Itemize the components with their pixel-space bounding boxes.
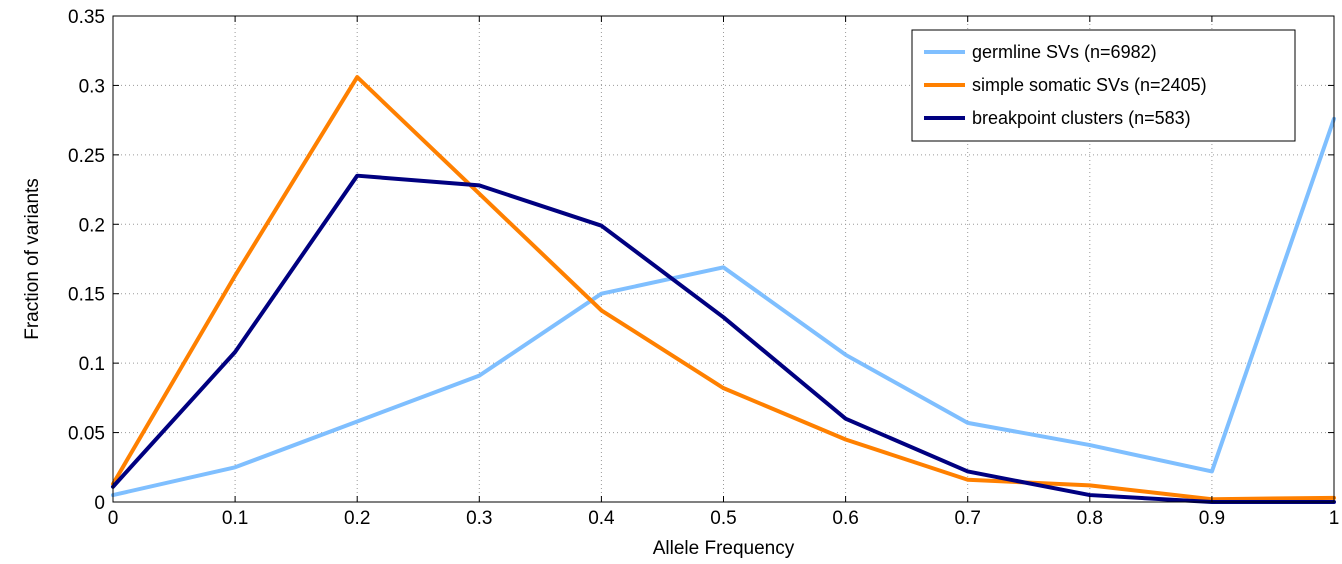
axis-ticks [112,15,1335,503]
x-tick-label: 0.6 [832,508,858,529]
legend-label: breakpoint clusters (n=583) [972,108,1191,128]
legend-label: germline SVs (n=6982) [972,42,1157,62]
y-tick-label: 0.05 [68,424,105,445]
y-axis-title: Fraction of variants [22,178,43,340]
x-tick-label: 0.1 [222,508,248,529]
legend-box [911,29,1296,142]
x-tick-label: 1 [1329,508,1340,529]
legend-item: germline SVs (n=6982) [924,42,1157,62]
legend-label: simple somatic SVs (n=2405) [972,75,1207,95]
legend: germline SVs (n=6982) simple somatic SVs … [911,29,1296,142]
x-tick-label: 0.7 [954,508,980,529]
x-tick-label: 0.4 [588,508,615,529]
x-tick-labels: 0 0.1 0.2 0.3 0.4 0.5 0.6 0.7 0.8 0.9 1 [108,508,1340,529]
series-line-1 [111,116,1336,498]
x-tick-label: 0.3 [466,508,492,529]
y-tick-label: 0.15 [68,285,105,306]
x-tick-label: 0 [108,508,119,529]
x-tick-label: 0.9 [1199,508,1225,529]
y-tick-labels: 0 0.05 0.1 0.15 0.2 0.25 0.3 0.35 [68,7,105,514]
series-line-3 [111,173,1336,504]
y-tick-label: 0.35 [68,7,105,28]
y-tick-label: 0.1 [79,354,105,375]
y-tick-label: 0.3 [79,76,105,97]
x-tick-label: 0.5 [710,508,736,529]
x-axis-title: Allele Frequency [653,538,795,559]
x-tick-label: 0.8 [1077,508,1103,529]
y-tick-label: 0 [94,493,105,514]
series-line-2 [111,75,1336,502]
legend-item: simple somatic SVs (n=2405) [924,75,1207,95]
series-lines [111,75,1336,504]
y-tick-label: 0.2 [79,215,105,236]
x-tick-label: 0.2 [344,508,370,529]
legend-item: breakpoint clusters (n=583) [924,108,1191,128]
y-tick-label: 0.25 [68,146,105,167]
